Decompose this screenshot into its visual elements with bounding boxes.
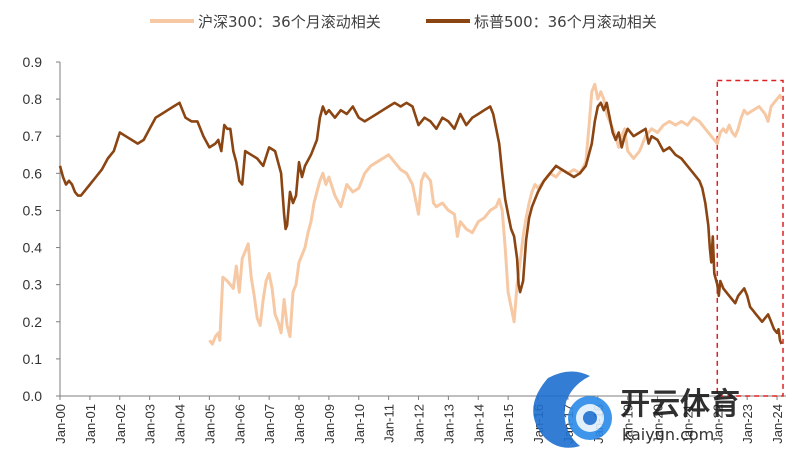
series-line-sp500 [58,101,783,345]
x-tick-label: Jan-07 [262,404,277,444]
x-tick-label: Jan-20 [651,404,666,444]
watermark-brand-cn: 开云体育 [620,387,740,422]
x-tick-label: Jan-14 [471,404,486,444]
legend-item-sp500: 标普500：36个月滚动相关 [426,13,657,31]
legend-item-hs300: 沪深300：36个月滚动相关 [150,13,381,31]
y-tick-label: 0.6 [23,165,43,181]
y-tick-label: 0.5 [23,202,43,218]
watermark-brand-en: kaiyun.com [622,425,714,444]
x-tick-label: Jan-24 [770,404,785,444]
x-tick-label: Jan-08 [292,404,307,444]
x-tick-label: Jan-04 [173,404,188,444]
y-tick-label: 0.3 [23,277,43,293]
y-tick-label: 0.1 [23,351,43,367]
y-axis-ticks: 0.0 0.1 0.2 0.3 0.4 0.5 0.6 0.7 0.8 0.9 [23,54,60,404]
watermark-k-shape [533,371,590,448]
series-lines [58,82,783,346]
x-tick-label: Jan-11 [382,404,397,443]
y-tick-label: 0.7 [23,128,43,144]
x-tick-label: Jan-05 [202,404,217,444]
watermark-logo: 开云体育 kaiyun.com [533,371,740,448]
x-tick-label: Jan-10 [352,404,367,444]
legend: 沪深300：36个月滚动相关 标普500：36个月滚动相关 [150,13,657,31]
x-tick-label: Jan-22 [710,404,725,444]
x-tick-label: Jan-12 [412,404,427,444]
x-tick-label: Jan-06 [232,404,247,444]
x-tick-label: Jan-23 [740,404,755,444]
legend-label-sp500: 标普500：36个月滚动相关 [474,13,657,31]
y-tick-label: 0.2 [23,314,43,330]
x-tick-label: Jan-09 [322,404,337,444]
x-tick-label: Jan-21 [680,404,695,444]
highlight-box-recent-period [716,79,784,397]
x-tick-label: Jan-15 [501,404,516,444]
x-axis-ticks: Jan-00 Jan-01 Jan-02 Jan-03 Jan-04 Jan-05 Jan-… [53,396,785,444]
x-tick-label: Jan-02 [113,404,128,444]
x-tick-label: Jan-01 [83,404,98,444]
y-tick-label: 0.4 [23,240,43,256]
x-tick-label: Jan-19 [621,404,636,444]
series-line-hs300 [208,82,783,346]
y-tick-label: 0.0 [23,388,43,404]
x-tick-label: Jan-13 [441,404,456,444]
legend-label-hs300: 沪深300：36个月滚动相关 [198,13,381,31]
y-tick-label: 0.9 [23,54,43,70]
x-tick-label: Jan-03 [143,404,158,444]
y-tick-label: 0.8 [23,91,43,107]
x-tick-label: Jan-00 [53,404,68,444]
